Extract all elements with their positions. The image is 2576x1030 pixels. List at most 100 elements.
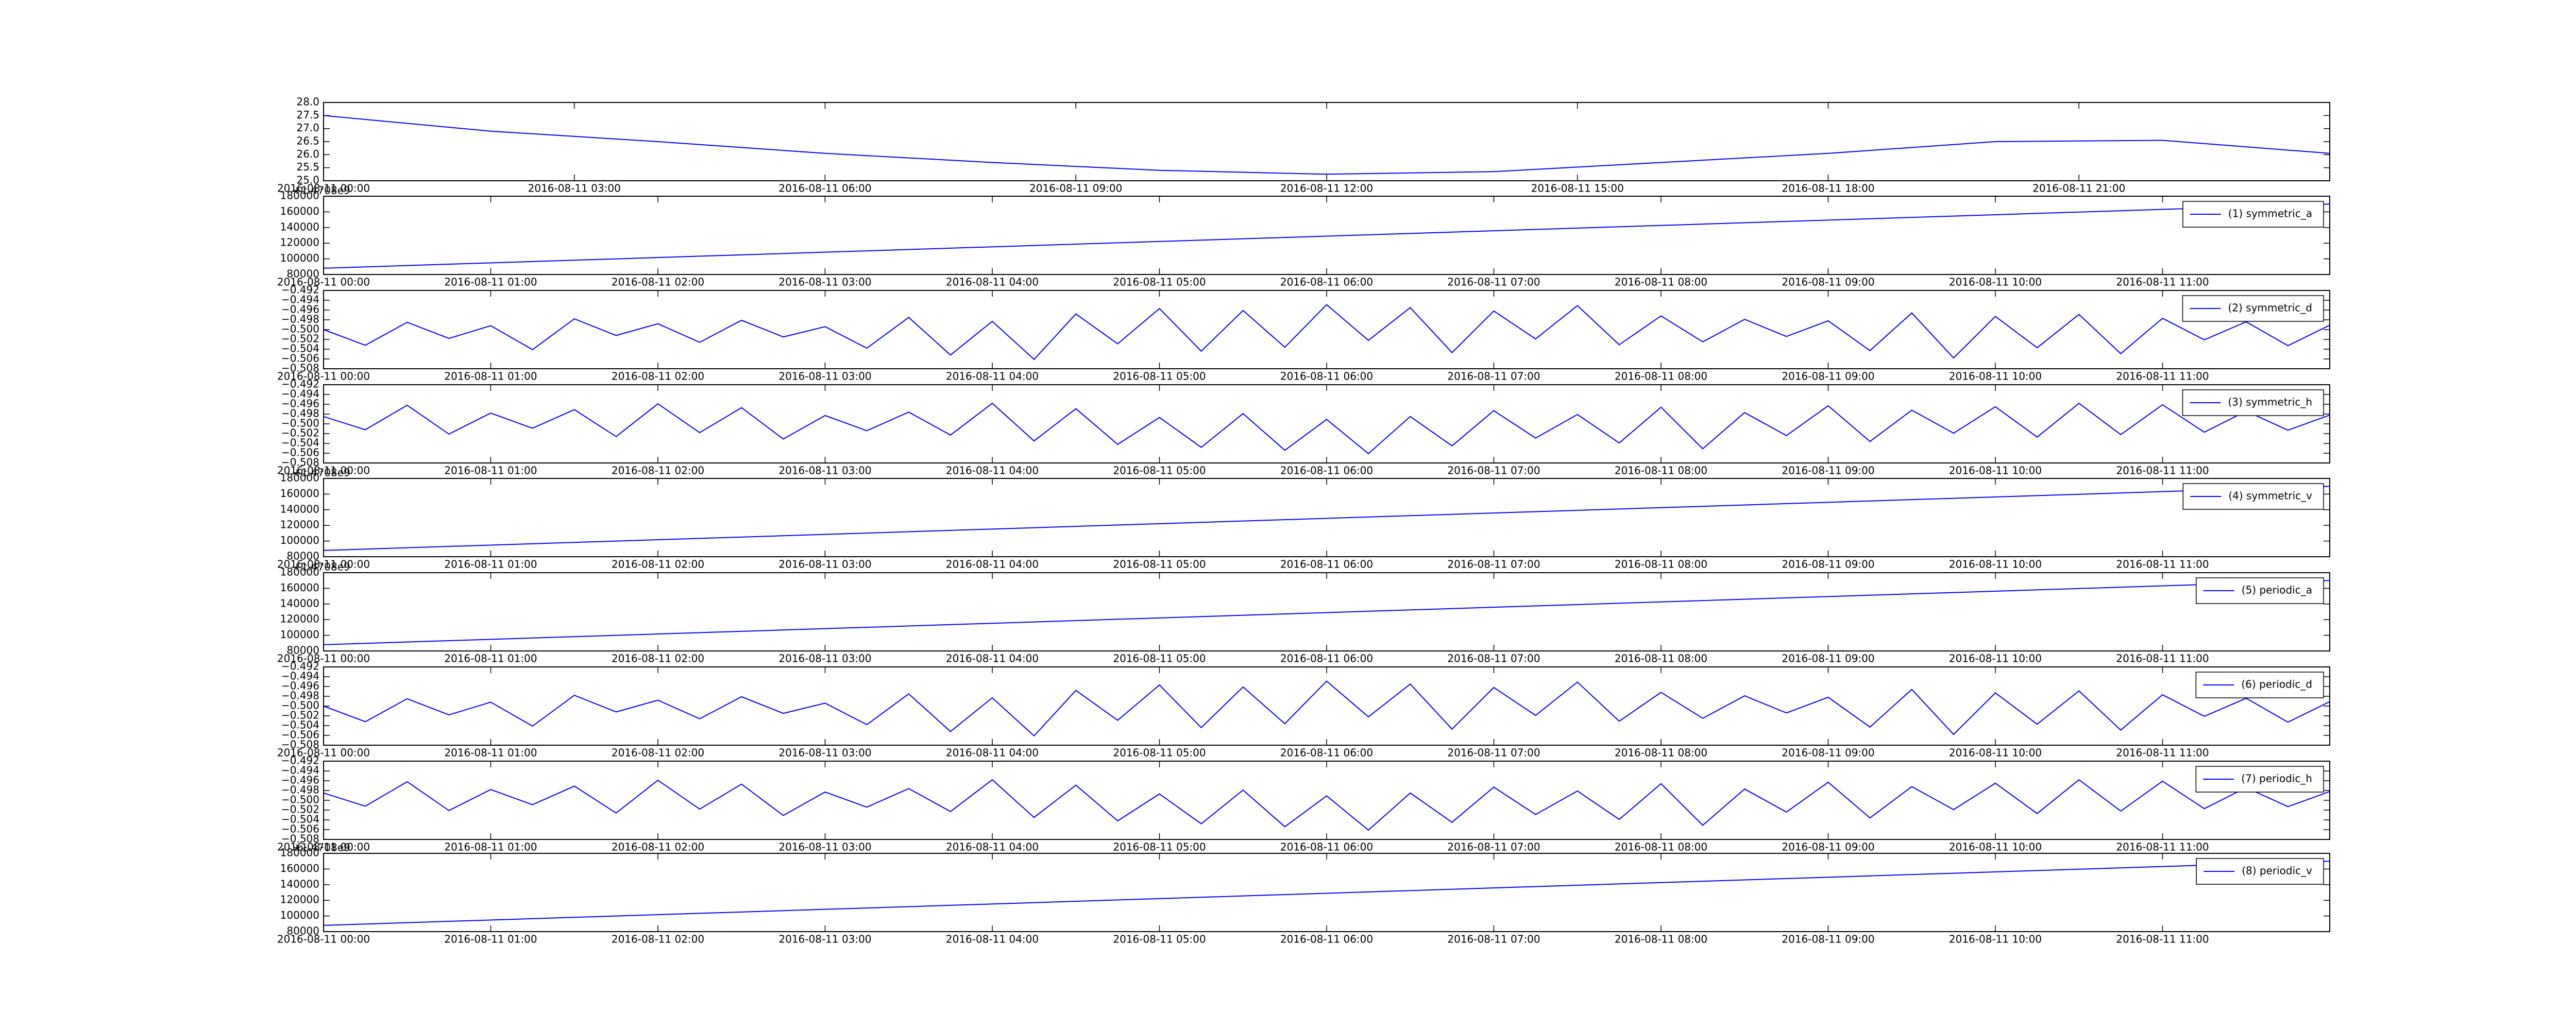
- x-tick-label: 2016-08-11 06:00: [1280, 558, 1373, 571]
- y-tick-label: −0.500: [281, 417, 319, 430]
- legend-label: (8) periodic_v: [2242, 865, 2312, 877]
- x-tick-label: 2016-08-11 03:00: [778, 841, 871, 853]
- x-tick-label: 2016-08-11 07:00: [1447, 747, 1540, 759]
- legend-box: [2182, 201, 2324, 228]
- y-tick-label: −0.504: [281, 719, 319, 731]
- x-tick-label: 2016-08-11 10:00: [1949, 841, 2042, 853]
- x-tick-label: 2016-08-11 05:00: [1113, 841, 1206, 853]
- offset-text: +1.4708e9: [293, 561, 350, 573]
- y-tick-label: −0.508: [281, 456, 319, 469]
- legend: (4) symmetric_v: [2182, 483, 2324, 510]
- x-tick-label: 2016-08-11 00:00: [277, 558, 370, 571]
- data-line: [324, 203, 2330, 269]
- x-tick-label: 2016-08-11 06:00: [778, 182, 871, 195]
- y-tick-label: −0.492: [281, 754, 319, 767]
- x-tick-label: 2016-08-11 01:00: [444, 465, 537, 477]
- x-tick-label: 2016-08-11 05:00: [1113, 558, 1206, 571]
- x-tick-label: 2016-08-11 07:00: [1447, 653, 1540, 665]
- x-tick-label: 2016-08-11 03:00: [778, 747, 871, 759]
- y-tick-label: −0.502: [281, 803, 319, 816]
- x-tick-label: 2016-08-11 06:00: [1280, 465, 1373, 477]
- subplot: 800001000001200001400001600001800002016-…: [277, 842, 2330, 946]
- legend: (5) periodic_a: [2196, 577, 2324, 604]
- x-tick-label: 2016-08-11 06:00: [1280, 841, 1373, 853]
- data-line: [324, 402, 2330, 455]
- y-tick-label: −0.498: [281, 313, 319, 325]
- subplot: 800001000001200001400001600001800002016-…: [277, 467, 2330, 571]
- y-tick-label: −0.494: [281, 670, 319, 682]
- y-tick-label: 120000: [280, 613, 319, 625]
- data-line: [324, 115, 2330, 175]
- x-tick-label: 2016-08-11 04:00: [946, 370, 1039, 383]
- axes-frame: [323, 572, 2330, 651]
- y-tick-label: −0.498: [281, 690, 319, 702]
- legend-label: (6) periodic_d: [2241, 678, 2312, 691]
- legend-box: [2196, 577, 2324, 604]
- y-tick-label: −0.502: [281, 709, 319, 722]
- y-tick-label: −0.492: [281, 660, 319, 673]
- x-tick-label: 2016-08-11 09:00: [1782, 465, 1874, 477]
- y-tick-label: 180000: [280, 472, 319, 484]
- x-tick-label: 2016-08-11 03:00: [778, 653, 871, 665]
- y-tick-label: 140000: [280, 878, 319, 890]
- x-tick-label: 2016-08-11 06:00: [1280, 370, 1373, 383]
- x-tick-label: 2016-08-11 00:00: [277, 747, 370, 759]
- x-tick-label: 2016-08-11 00:00: [277, 841, 370, 853]
- y-tick-label: −0.504: [281, 813, 319, 826]
- x-tick-label: 2016-08-11 00:00: [277, 933, 370, 946]
- legend: (8) periodic_v: [2196, 858, 2324, 885]
- y-tick-label: 100000: [280, 252, 319, 264]
- x-tick-label: 2016-08-11 03:00: [778, 558, 871, 571]
- y-tick-label: 100000: [280, 628, 319, 641]
- subplot: −0.508−0.506−0.504−0.502−0.500−0.498−0.4…: [277, 284, 2330, 383]
- x-tick-label: 2016-08-11 05:00: [1113, 465, 1206, 477]
- subplot: 800001000001200001400001600001800002016-…: [277, 184, 2330, 288]
- x-tick-label: 2016-08-11 01:00: [444, 747, 537, 759]
- x-tick-label: 2016-08-11 09:00: [1782, 276, 1874, 288]
- x-tick-label: 2016-08-11 01:00: [444, 653, 537, 665]
- x-tick-label: 2016-08-11 08:00: [1615, 465, 1707, 477]
- data-line: [324, 861, 2330, 926]
- offset-text: +1.4708e9: [293, 184, 350, 197]
- x-tick-label: 2016-08-11 08:00: [1615, 370, 1707, 383]
- legend-label: (5) periodic_a: [2242, 584, 2312, 596]
- legend-label: (4) symmetric_v: [2228, 490, 2312, 502]
- x-tick-label: 2016-08-11 05:00: [1113, 653, 1206, 665]
- y-tick-label: 160000: [280, 581, 319, 594]
- x-tick-label: 2016-08-11 09:00: [1782, 653, 1874, 665]
- offset-text: +1.4708e9: [293, 842, 350, 854]
- x-tick-label: 2016-08-11 08:00: [1615, 558, 1707, 571]
- y-tick-label: 160000: [280, 862, 319, 874]
- x-tick-label: 2016-08-11 02:00: [612, 558, 704, 571]
- x-tick-label: 2016-08-11 00:00: [277, 370, 370, 383]
- y-tick-label: 28.0: [296, 96, 319, 108]
- axes-frame: [323, 666, 2330, 746]
- x-tick-label: 2016-08-11 11:00: [2116, 465, 2209, 477]
- x-tick-label: 2016-08-11 02:00: [612, 841, 704, 853]
- x-tick-label: 2016-08-11 10:00: [1949, 465, 2042, 477]
- x-tick-label: 2016-08-11 11:00: [2116, 841, 2209, 853]
- x-tick-label: 2016-08-11 05:00: [1113, 933, 1206, 946]
- x-tick-label: 2016-08-11 07:00: [1447, 465, 1540, 477]
- x-tick-label: 2016-08-11 06:00: [1280, 933, 1373, 946]
- y-tick-label: 180000: [280, 566, 319, 578]
- x-tick-label: 2016-08-11 01:00: [444, 370, 537, 383]
- axes-frame: [323, 478, 2330, 557]
- x-tick-label: 2016-08-11 09:00: [1782, 933, 1874, 946]
- x-tick-label: 2016-08-11 02:00: [612, 653, 704, 665]
- x-tick-label: 2016-08-11 00:00: [277, 465, 370, 477]
- y-tick-label: 180000: [280, 847, 319, 859]
- y-tick-label: −0.504: [281, 437, 319, 449]
- y-tick-label: −0.506: [281, 447, 319, 459]
- y-tick-label: 80000: [286, 550, 319, 562]
- y-tick-label: −0.494: [281, 294, 319, 306]
- data-line: [324, 304, 2330, 360]
- x-tick-label: 2016-08-11 07:00: [1447, 276, 1540, 288]
- y-tick-label: −0.500: [281, 699, 319, 712]
- axes-frame: [323, 853, 2330, 932]
- legend: (6) periodic_d: [2195, 672, 2324, 698]
- x-tick-label: 2016-08-11 03:00: [778, 276, 871, 288]
- y-tick-label: 160000: [280, 487, 319, 500]
- x-tick-label: 2016-08-11 00:00: [277, 182, 370, 195]
- offset-text: +1.4708e9: [293, 467, 350, 479]
